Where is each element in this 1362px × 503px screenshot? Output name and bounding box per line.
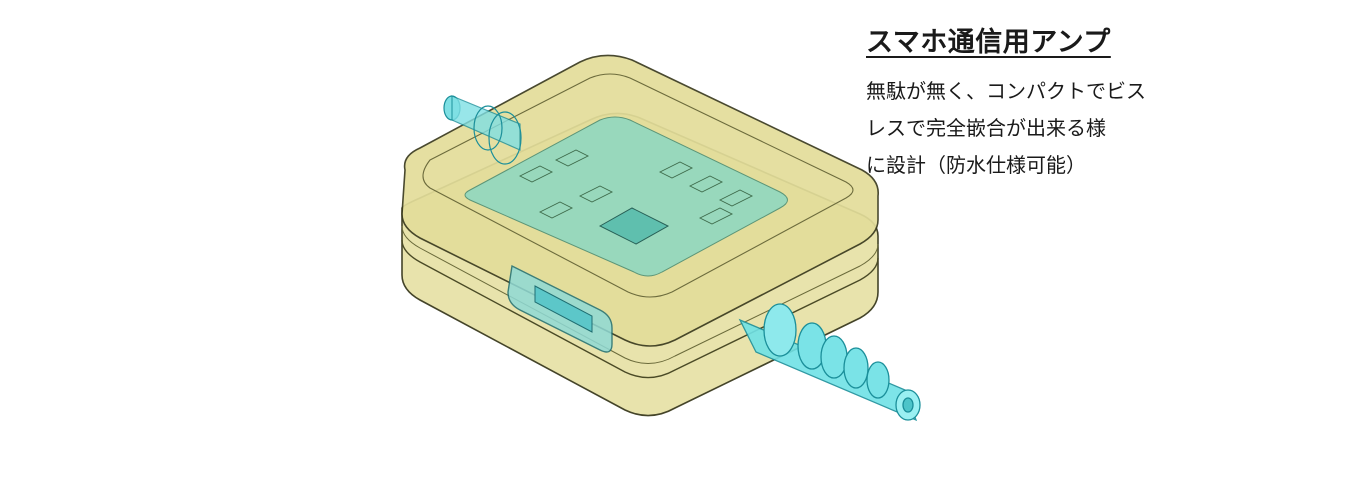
left-cable-stub	[443, 95, 522, 165]
board-components	[518, 149, 754, 225]
housing-seam-2	[401, 225, 879, 364]
board-chip	[598, 207, 670, 245]
circuit-board	[464, 116, 788, 277]
right-cable	[738, 303, 921, 422]
caption-line: レスで完全嵌合が出来る様	[866, 116, 1106, 140]
housing-lid-rim	[422, 73, 854, 298]
caption-title: スマホ通信用アンプ	[866, 27, 1111, 58]
caption-line: に設計（防水仕様可能）	[866, 153, 1086, 177]
caption-line: 無駄が無く、コンパクトでビス	[866, 79, 1146, 103]
usb-port-inner	[534, 285, 593, 333]
housing-seam	[401, 239, 879, 379]
caption-block: スマホ通信用アンプ 無駄が無く、コンパクトでビス レスで完全嵌合が出来る様 に設…	[866, 20, 1166, 184]
